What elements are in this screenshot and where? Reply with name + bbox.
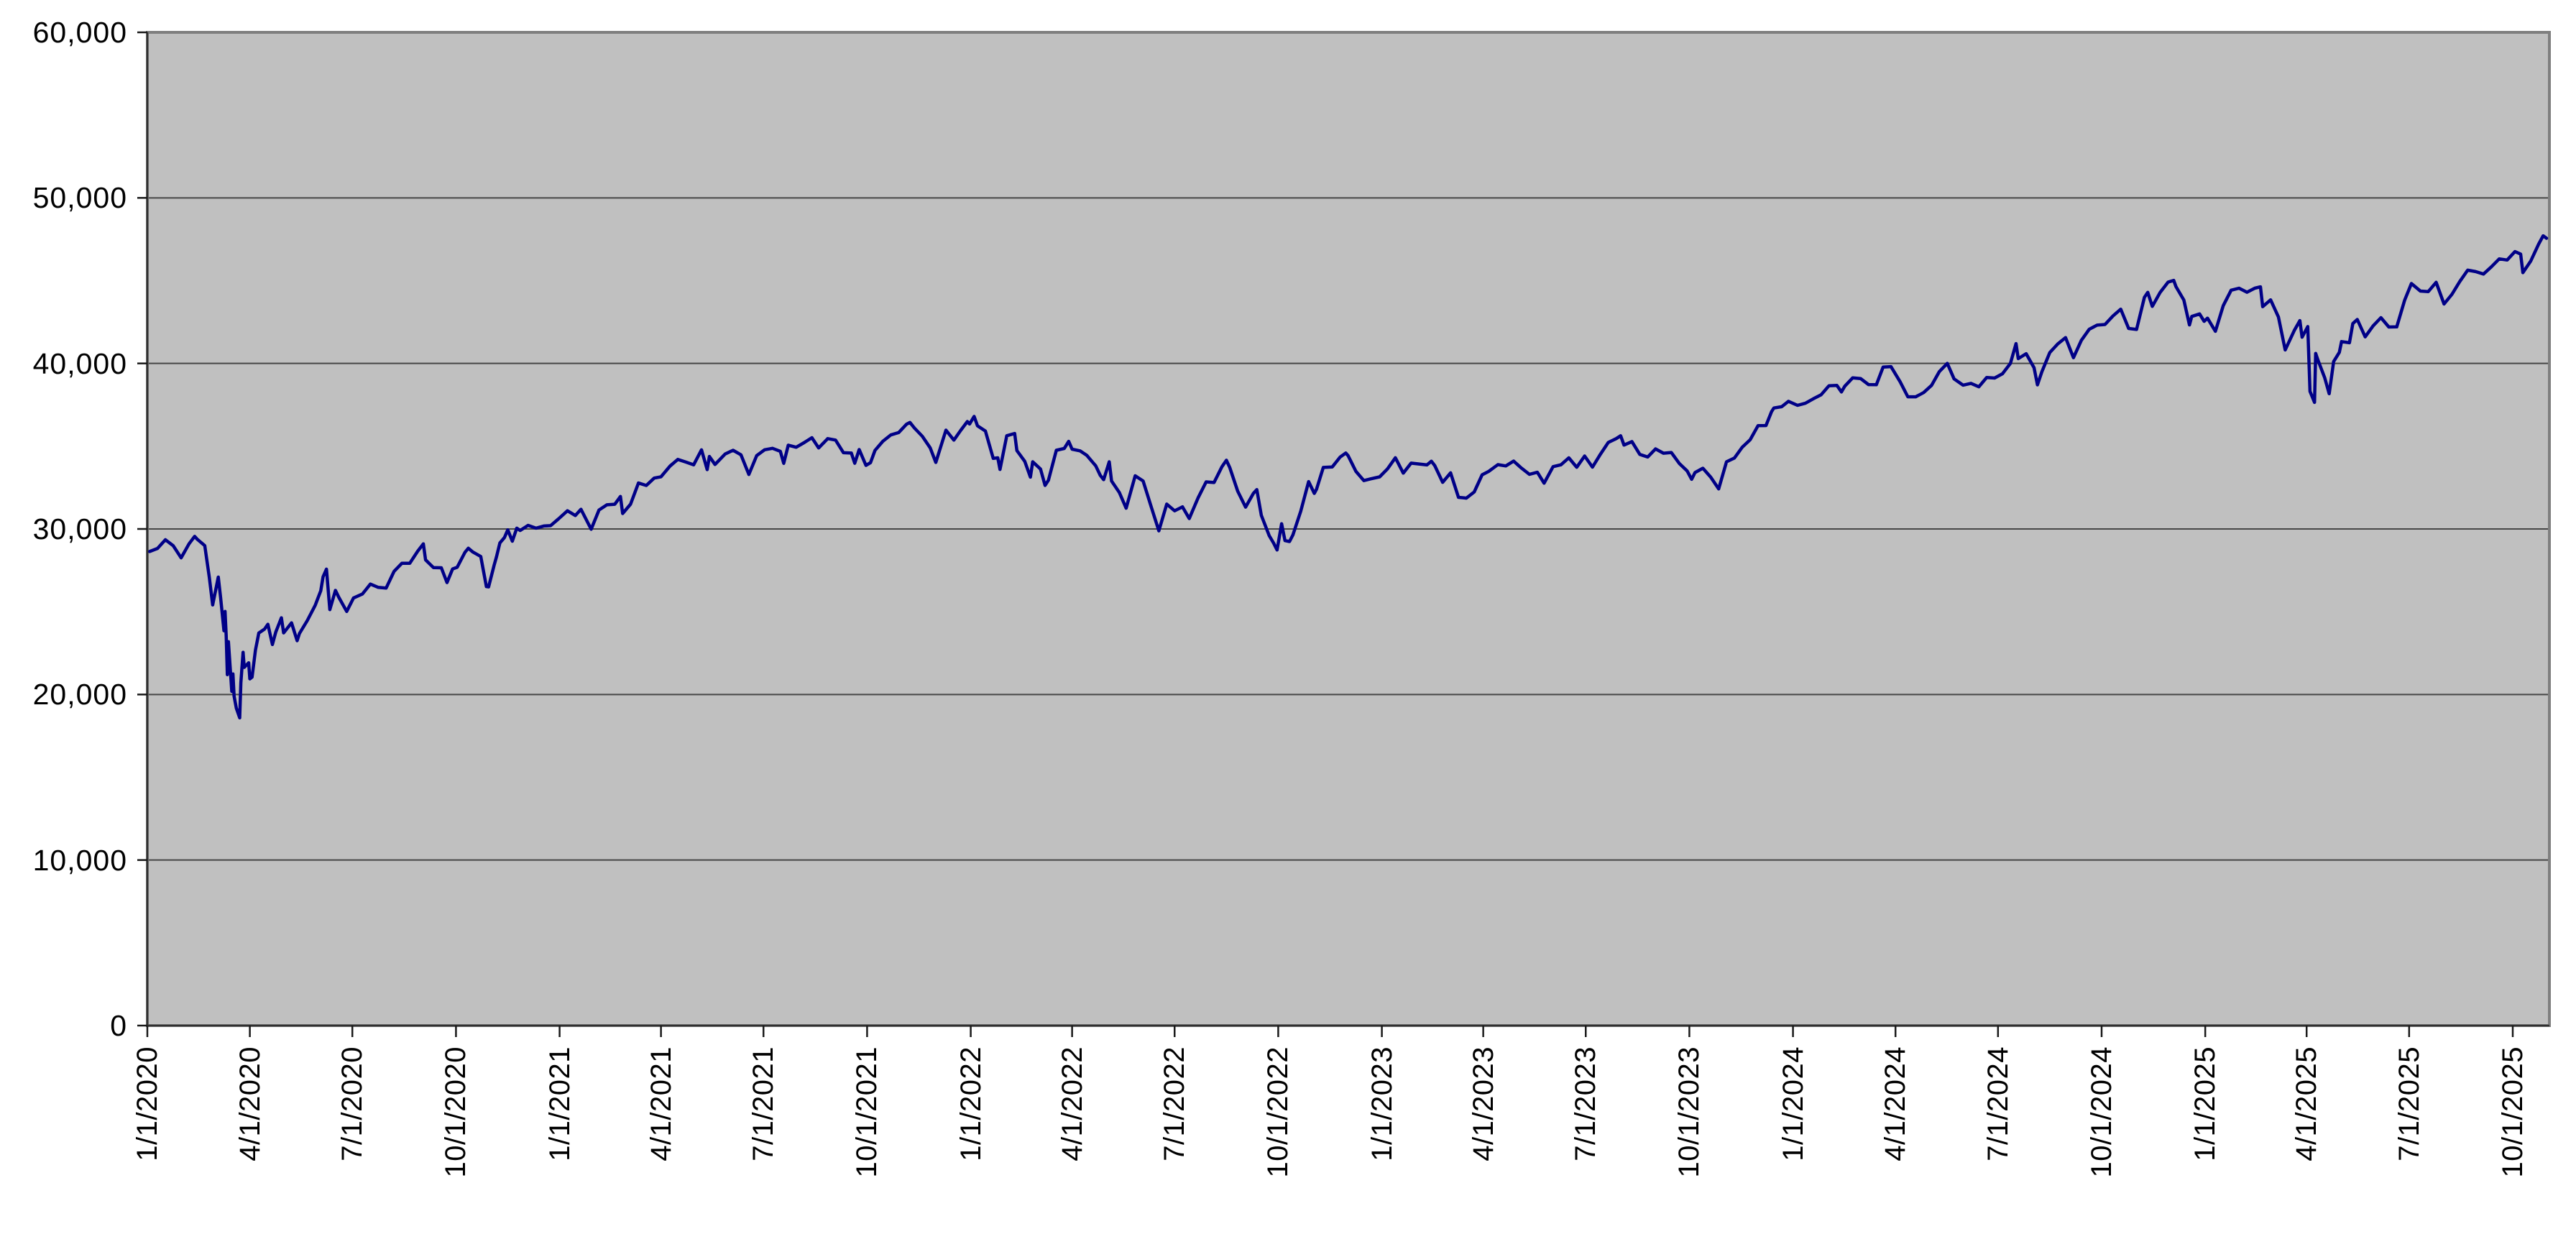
x-tick-label: 10/1/2021 xyxy=(851,1046,883,1178)
x-tick-label: 4/1/2022 xyxy=(1056,1046,1088,1161)
y-tick-label: 50,000 xyxy=(32,181,127,215)
x-tick-label: 7/1/2024 xyxy=(1982,1046,2014,1161)
x-tick-label: 1/1/2021 xyxy=(543,1046,576,1161)
x-tick-label: 7/1/2025 xyxy=(2393,1046,2425,1161)
x-tick-label: 4/1/2024 xyxy=(1880,1046,1912,1161)
x-tick-label: 10/1/2024 xyxy=(2085,1046,2117,1178)
y-tick-label: 30,000 xyxy=(32,512,127,545)
x-tick-label: 10/1/2022 xyxy=(1262,1046,1294,1178)
x-tick-label: 1/1/2024 xyxy=(1777,1046,1809,1161)
y-tick-label: 40,000 xyxy=(32,346,127,380)
x-tick-label: 1/1/2025 xyxy=(2189,1046,2222,1161)
x-tick-label: 1/1/2023 xyxy=(1366,1046,1398,1161)
x-axis-tick-marks xyxy=(146,1026,2514,1037)
y-tick-label: 20,000 xyxy=(32,678,127,712)
x-tick-label: 10/1/2025 xyxy=(2497,1046,2529,1178)
x-tick-label: 7/1/2020 xyxy=(336,1046,369,1161)
x-tick-label: 7/1/2023 xyxy=(1570,1046,1602,1161)
y-tick-label: 60,000 xyxy=(32,16,127,49)
data-series-line xyxy=(147,234,2549,720)
y-axis-tick-marks xyxy=(137,31,147,1027)
x-tick-label: 4/1/2023 xyxy=(1467,1046,1499,1161)
x-tick-label: 7/1/2021 xyxy=(748,1046,780,1161)
x-tick-label: 4/1/2020 xyxy=(234,1046,266,1161)
y-tick-label: 0 xyxy=(110,1009,127,1042)
y-tick-label: 10,000 xyxy=(32,843,127,877)
x-tick-label: 1/1/2020 xyxy=(132,1046,163,1161)
x-tick-label: 1/1/2022 xyxy=(954,1046,987,1161)
x-tick-label: 10/1/2020 xyxy=(440,1046,472,1178)
x-tick-label: 10/1/2023 xyxy=(1673,1046,1706,1178)
horizontal-gridlines xyxy=(147,197,2549,861)
x-tick-label: 4/1/2025 xyxy=(2291,1046,2323,1161)
x-tick-label: 7/1/2022 xyxy=(1159,1046,1191,1161)
x-tick-label: 4/1/2021 xyxy=(645,1046,677,1161)
